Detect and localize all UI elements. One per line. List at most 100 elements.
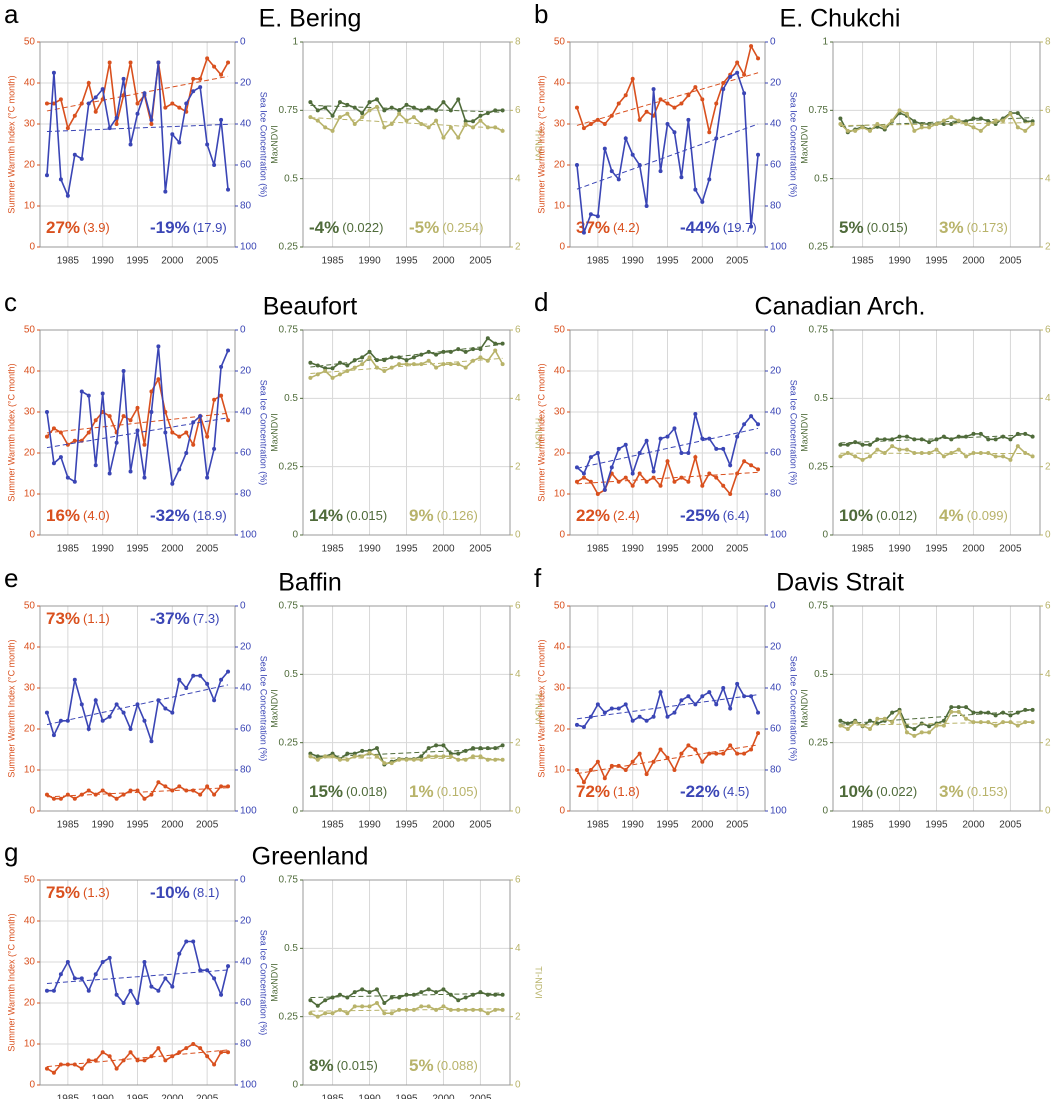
y-axis-label: MaxNDVI <box>799 689 809 728</box>
data-point <box>337 1007 342 1012</box>
data-point <box>456 135 461 140</box>
data-point <box>397 995 402 1000</box>
data-point <box>602 146 607 151</box>
data-point <box>912 733 917 738</box>
data-point <box>72 479 77 484</box>
data-point <box>44 101 49 106</box>
data-point <box>623 93 628 98</box>
data-point <box>352 754 357 759</box>
data-point <box>471 125 476 130</box>
data-point <box>142 1058 147 1063</box>
x-tick-label: 1985 <box>851 544 874 555</box>
data-point <box>93 463 98 468</box>
data-point <box>742 694 747 699</box>
data-point <box>382 761 387 766</box>
data-point <box>426 125 431 130</box>
data-point <box>485 1011 490 1016</box>
data-point <box>665 434 670 439</box>
data-point <box>149 389 154 394</box>
data-point <box>128 418 133 423</box>
data-point <box>426 746 431 751</box>
data-point <box>728 74 733 79</box>
data-point <box>993 713 998 718</box>
data-point <box>184 788 189 793</box>
trend-detail: (18.9) <box>193 508 227 523</box>
trend-annotation: 10% (0.022) <box>839 782 917 801</box>
data-point <box>651 759 656 764</box>
data-point <box>463 748 468 753</box>
trend-annotation: 15% (0.018) <box>309 782 387 801</box>
data-point <box>226 669 231 674</box>
data-point <box>934 437 939 442</box>
x-tick-label: 1985 <box>57 256 80 267</box>
data-point <box>128 60 133 65</box>
data-point <box>156 698 161 703</box>
data-point <box>184 101 189 106</box>
y2-tick-label: 8 <box>515 37 521 48</box>
plot-frame <box>39 41 236 248</box>
data-point <box>756 422 761 427</box>
y-tick-label: 0.5 <box>814 669 828 680</box>
data-point <box>1015 444 1020 449</box>
y2-axis-label: TI-NDVI <box>534 416 544 449</box>
data-point <box>107 792 112 797</box>
data-point <box>971 116 976 121</box>
data-point <box>986 710 991 715</box>
data-point <box>374 358 379 363</box>
data-point <box>602 122 607 126</box>
y2-tick-label: 6 <box>1045 325 1051 336</box>
data-point <box>882 125 887 130</box>
data-point <box>79 792 84 797</box>
data-point <box>51 988 56 993</box>
data-point <box>156 344 161 349</box>
trend-annotation: 14% (0.015) <box>309 506 387 525</box>
data-point <box>644 718 649 723</box>
data-point <box>170 984 175 989</box>
data-point <box>382 1011 387 1016</box>
data-point <box>1023 451 1028 455</box>
data-point <box>308 754 313 759</box>
data-point <box>367 108 372 113</box>
data-point <box>978 431 983 436</box>
data-point <box>658 169 663 174</box>
data-point <box>226 60 231 65</box>
data-point <box>912 727 917 731</box>
data-point <box>623 702 628 707</box>
x-tick-label: 2005 <box>999 544 1022 555</box>
data-point <box>658 97 663 102</box>
data-point <box>463 122 468 126</box>
data-point <box>374 987 379 992</box>
data-point <box>693 747 698 752</box>
x-tick-label: 2005 <box>999 256 1022 267</box>
y2-tick-label: 0 <box>1045 530 1051 541</box>
data-point <box>838 723 843 728</box>
y2-tick-label: 20 <box>770 366 782 377</box>
data-point <box>72 113 77 118</box>
data-point <box>964 119 969 124</box>
data-point <box>44 410 49 414</box>
y2-tick-label: 20 <box>240 78 252 89</box>
data-point <box>756 710 761 715</box>
data-point <box>142 475 147 480</box>
y-tick-label: 1 <box>822 37 828 48</box>
data-point <box>860 442 865 447</box>
plot-frame <box>832 329 1041 536</box>
data-point <box>651 714 656 719</box>
data-point <box>121 76 126 81</box>
data-point <box>382 369 387 373</box>
data-point <box>993 437 998 442</box>
data-point <box>352 990 357 995</box>
data-point <box>456 751 461 756</box>
data-point <box>749 463 754 468</box>
data-point <box>581 780 586 785</box>
data-point <box>1001 710 1006 715</box>
trend-annotation: -10% (8.1) <box>150 883 219 902</box>
data-point <box>219 393 224 398</box>
data-point <box>198 673 203 678</box>
data-point <box>1023 720 1028 725</box>
trend-detail: (0.153) <box>967 784 1008 799</box>
y2-tick-label: 100 <box>770 806 787 817</box>
x-tick-label: 1990 <box>888 256 911 267</box>
data-point <box>700 694 705 699</box>
